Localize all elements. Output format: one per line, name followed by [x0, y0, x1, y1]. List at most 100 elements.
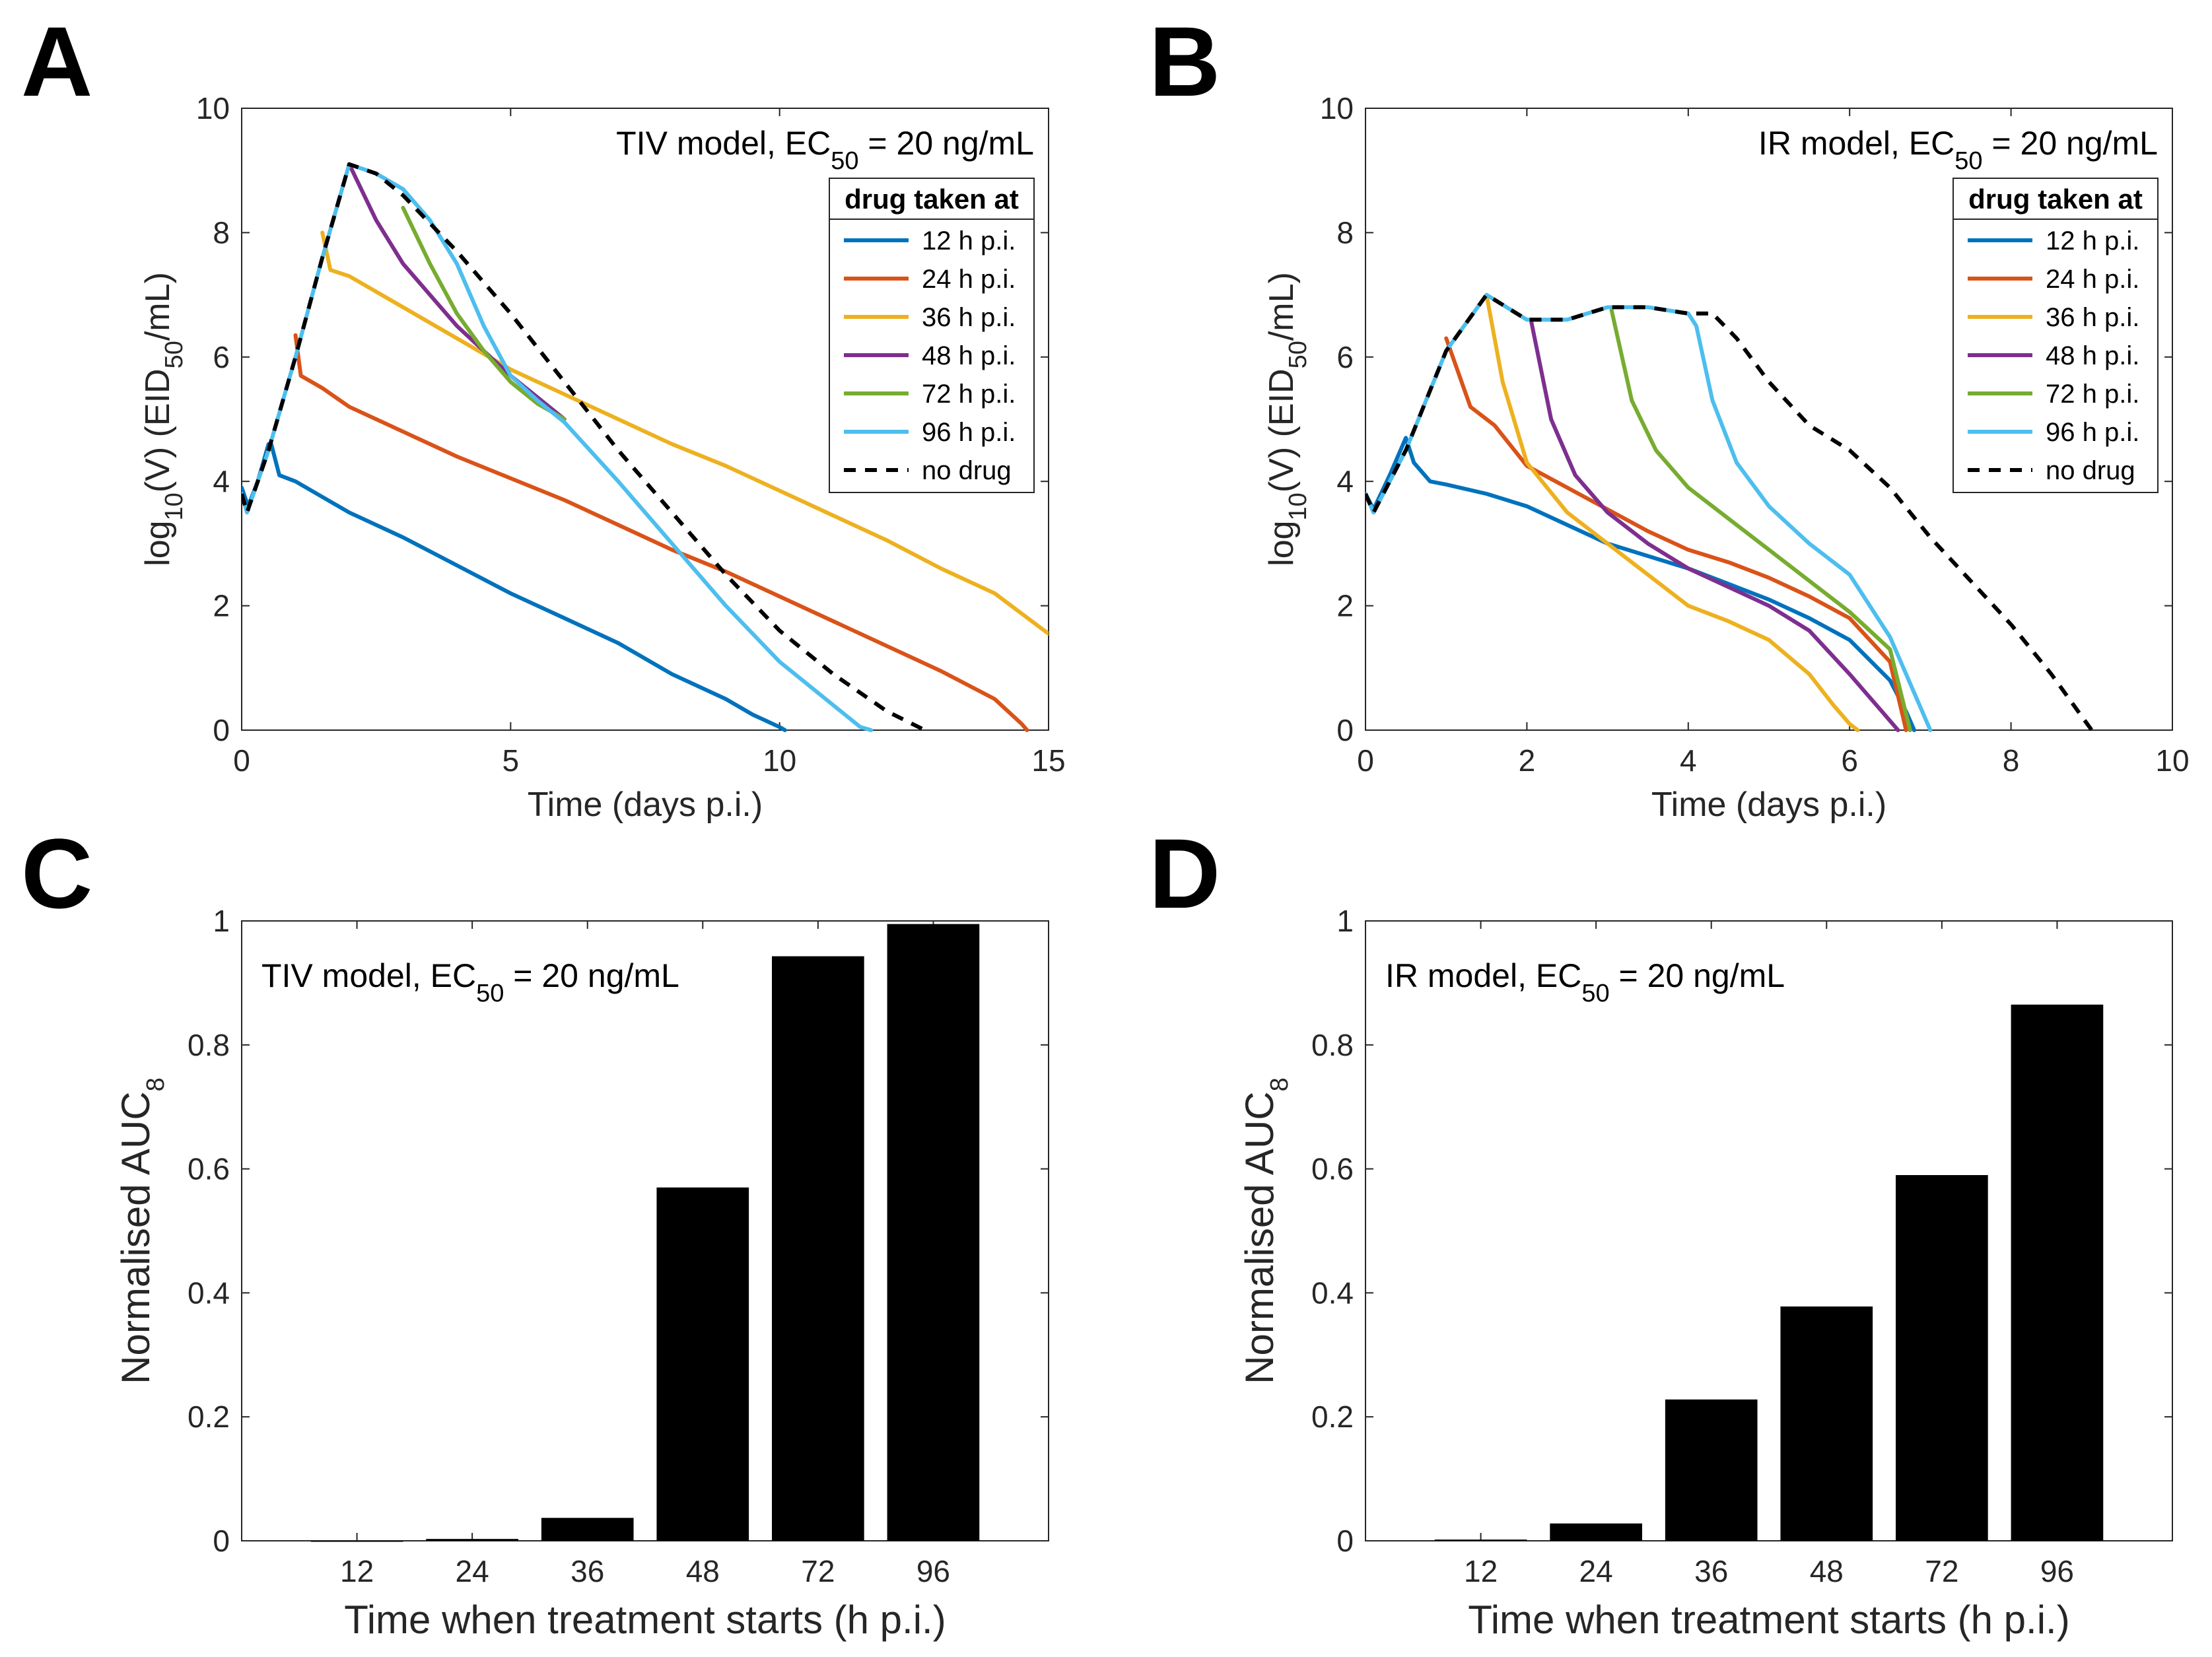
panel-b: B 0 2 4 6 8 10 0 2 4 6 8 10 drug taken at 12 h p.i. 24 …: [1149, 6, 2190, 824]
y-tick-label: 0.2: [188, 1400, 230, 1434]
x-tick-label: 12: [340, 1554, 374, 1588]
x-tick-label: 4: [1680, 743, 1697, 778]
annotation-text: TIV model, EC: [616, 125, 831, 162]
x-tick-label: 48: [1810, 1554, 1844, 1588]
y-axis-label: Normalised AUC8: [1237, 1077, 1294, 1384]
panel-d: D 0 0.2 0.4 0.6 0.8 1 12 24 36 48 72 96 IR model, EC5…: [1149, 818, 2173, 1642]
x-tick-label: 8: [2003, 743, 2020, 778]
axes-box: [241, 920, 1049, 1541]
x-tick-label: 72: [1925, 1554, 1958, 1588]
legend-entry: no drug: [2046, 456, 2135, 485]
ylabel-subscript: 50: [1284, 341, 1312, 368]
legend-entry: 24 h p.i.: [2046, 265, 2139, 294]
bar: [1665, 1399, 1758, 1541]
model-annotation: TIV model, EC50 = 20 ng/mL: [261, 957, 679, 1007]
annotation-subscript: 50: [831, 147, 858, 175]
legend-entry: 12 h p.i.: [2046, 226, 2139, 255]
panel-c: C 0 0.2 0.4 0.6 0.8 1 12 24 36 48 72 96 TIV model, EC…: [21, 818, 1049, 1642]
x-tick-label: 72: [801, 1554, 835, 1588]
ylabel-text: Normalised AUC: [1237, 1091, 1282, 1384]
annotation-text: IR model, EC: [1385, 957, 1581, 994]
annotation-text: = 20 ng/mL: [1983, 125, 2158, 162]
legend-entry: 72 h p.i.: [2046, 380, 2139, 409]
x-tick-label: 36: [1694, 1554, 1728, 1588]
series-line: [242, 162, 926, 732]
series-line: [1365, 292, 1933, 732]
bar: [541, 1518, 634, 1541]
ylabel-subscript: 8: [142, 1077, 170, 1091]
legend-entry: 96 h p.i.: [922, 418, 1016, 447]
bar: [426, 1539, 518, 1541]
annotation-text: = 20 ng/mL: [1610, 957, 1785, 994]
annotation-text: TIV model, EC: [261, 957, 476, 994]
y-tick-label: 0.2: [1311, 1400, 1354, 1434]
y-tick-label: 1: [1336, 904, 1354, 938]
y-tick-label: 1: [213, 904, 230, 938]
legend-entry: 36 h p.i.: [922, 303, 1016, 332]
series-line: [1365, 292, 2094, 731]
y-tick-label: 0.6: [1311, 1152, 1354, 1186]
x-axis-label: Time when treatment starts (h p.i.): [344, 1598, 946, 1642]
x-axis-label: Time (days p.i.): [1651, 786, 1886, 824]
y-axis-label: log10(V) (EID50/mL): [1262, 272, 1312, 566]
axes-box: [241, 108, 1049, 731]
y-tick-label: 10: [1320, 91, 1354, 125]
y-tick-label: 0.8: [188, 1028, 230, 1062]
annotation-text: IR model, EC: [1758, 125, 1954, 162]
series-line: [1484, 292, 1860, 732]
panel-label: C: [21, 818, 92, 929]
y-tick-label: 2: [213, 589, 230, 623]
x-tick-label: 24: [1579, 1554, 1613, 1588]
y-tick-label: 0: [213, 1524, 230, 1558]
x-tick-label: 12: [1464, 1554, 1498, 1588]
x-tick-label: 24: [456, 1554, 489, 1588]
x-tick-label: 10: [763, 743, 796, 778]
ylabel-subscript: 10: [160, 492, 188, 520]
series-line: [1609, 308, 1912, 732]
legend-entry: 12 h p.i.: [922, 226, 1016, 255]
ylabel-text: /mL): [139, 272, 177, 341]
bar: [656, 1187, 749, 1541]
y-tick-label: 4: [1336, 464, 1354, 498]
y-tick-label: 0: [1336, 713, 1354, 747]
series-line: [320, 230, 1049, 636]
legend-title: drug taken at: [1968, 184, 2143, 215]
y-axis-label: log10(V) (EID50/mL): [139, 272, 188, 566]
series-group: [1365, 292, 2094, 732]
y-tick-label: 0: [1336, 1524, 1354, 1558]
panel-a: A 0 2 4 6 8 10 0 5 10 15 drug taken at 12 h p.i. 24 h…: [21, 6, 1066, 824]
y-tick-label: 8: [213, 215, 230, 250]
series-line: [293, 333, 1029, 732]
model-annotation: IR model, EC50 = 20 ng/mL: [1758, 125, 2158, 175]
x-tick-label: 5: [502, 743, 520, 778]
series-line: [242, 162, 874, 732]
ylabel-text: (V) (EID: [139, 368, 177, 492]
bar: [1550, 1523, 1642, 1541]
annotation-text: = 20 ng/mL: [504, 957, 679, 994]
ylabel-text: log: [1262, 520, 1301, 566]
legend: drug taken at 12 h p.i. 24 h p.i. 36 h p.i.…: [829, 178, 1035, 493]
panel-label: D: [1149, 818, 1220, 929]
y-tick-label: 0.6: [188, 1152, 230, 1186]
x-tick-label: 10: [2155, 743, 2189, 778]
legend-box: [829, 178, 1035, 493]
legend-entry: 24 h p.i.: [922, 265, 1016, 294]
bar: [2011, 1004, 2104, 1541]
series-line: [242, 442, 787, 732]
x-tick-label: 6: [1841, 743, 1858, 778]
legend-entry: 48 h p.i.: [922, 341, 1016, 370]
x-tick-label: 96: [2040, 1554, 2074, 1588]
series-line: [1529, 318, 1900, 732]
y-tick-label: 0.4: [1311, 1275, 1354, 1310]
annotation-text: = 20 ng/mL: [859, 125, 1034, 162]
legend: drug taken at 12 h p.i. 24 h p.i. 36 h p.i.…: [1953, 178, 2159, 493]
bar: [310, 1541, 403, 1542]
y-tick-label: 8: [1336, 215, 1354, 250]
y-axis-label: Normalised AUC8: [114, 1077, 170, 1384]
series-line: [401, 205, 567, 421]
x-tick-label: 0: [1357, 743, 1374, 778]
x-tick-label: 36: [570, 1554, 604, 1588]
ylabel-text: (V) (EID: [1262, 368, 1301, 492]
bar: [887, 924, 980, 1541]
